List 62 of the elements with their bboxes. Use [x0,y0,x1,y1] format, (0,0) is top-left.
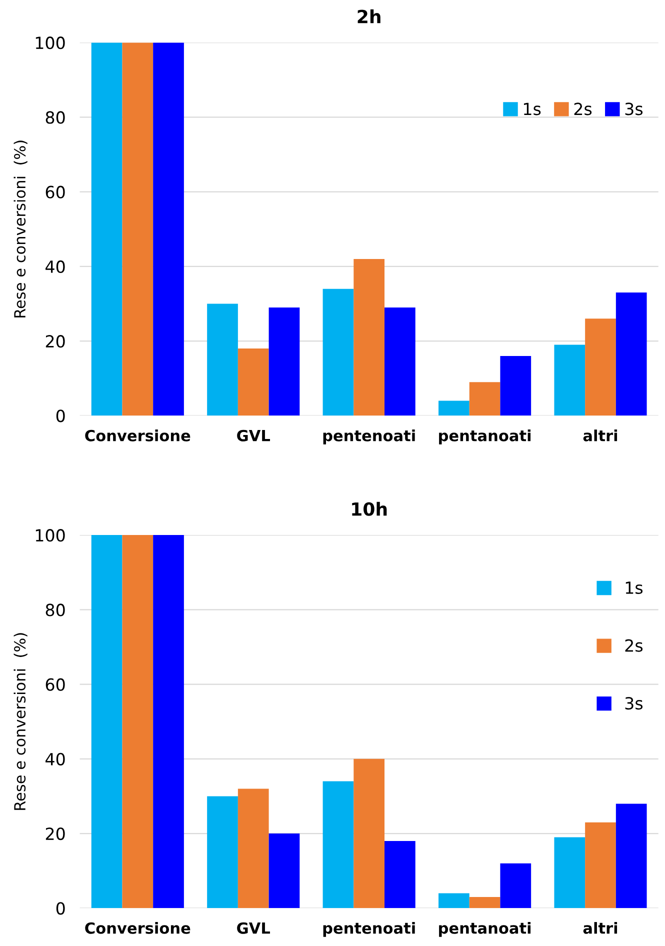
x-tick-label: Conversione [85,430,190,442]
y-tick-label: 0 [56,410,65,422]
x-tick-label: pentanoati [439,430,531,444]
bar [238,348,269,416]
y-tick-label: 60 [46,186,65,198]
y-tick-label: 60 [46,678,65,691]
y-tick-label: 80 [46,604,65,616]
x-tick-label: GVL [237,922,270,934]
y-tick-label: 100 [36,36,65,50]
bar [384,307,416,416]
bar [207,796,238,908]
bar [122,535,154,908]
x-tick-label: Conversione [85,922,190,934]
chart-title: 10h [352,502,387,516]
bar [585,822,616,908]
x-tick-label: altri [583,430,618,442]
legend-label: 2s [625,639,643,652]
bar [585,318,616,416]
bar [616,292,647,416]
chart-title: 2h [358,9,380,24]
legend-label: 2s [574,102,592,116]
bar [91,535,122,908]
legend-label: 1s [626,582,643,594]
bar [554,344,586,416]
bar [616,804,647,908]
bar [354,258,385,416]
bar [238,788,269,908]
bar [322,781,354,908]
bar [153,535,184,908]
bar [469,382,500,416]
bar [322,288,354,416]
x-tick-label: GVL [237,430,270,442]
y-tick-label: 40 [46,752,65,766]
y-tick-label: 100 [36,529,65,542]
bar [500,356,532,416]
y-tick-label: 20 [46,828,65,840]
x-tick-label: altri [583,922,618,934]
y-axis-title: Rese e conversioni (%) [14,140,28,318]
x-tick-label: pentenoati [323,430,415,444]
bar [469,896,500,908]
bar [153,42,184,416]
bar [91,42,122,416]
y-tick-label: 0 [56,902,65,915]
legend-label: 3s [625,102,643,116]
bar [268,834,300,908]
bar [122,42,154,416]
legend-label: 3s [625,697,643,710]
y-tick-label: 20 [46,335,65,348]
y-tick-label: 40 [46,260,65,273]
x-tick-label: pentenoati [323,922,415,937]
y-tick-label: 80 [46,111,65,124]
bar [438,893,470,908]
bar [500,863,532,908]
y-axis-title: Rese e conversioni (%) [14,633,28,810]
bar [268,307,300,416]
bar [354,758,385,908]
bar [438,400,470,416]
x-tick-label: pentanoati [439,922,531,937]
bar [384,841,416,908]
legend-label: 1s [524,102,541,116]
bar [554,837,586,908]
bar [207,304,238,416]
